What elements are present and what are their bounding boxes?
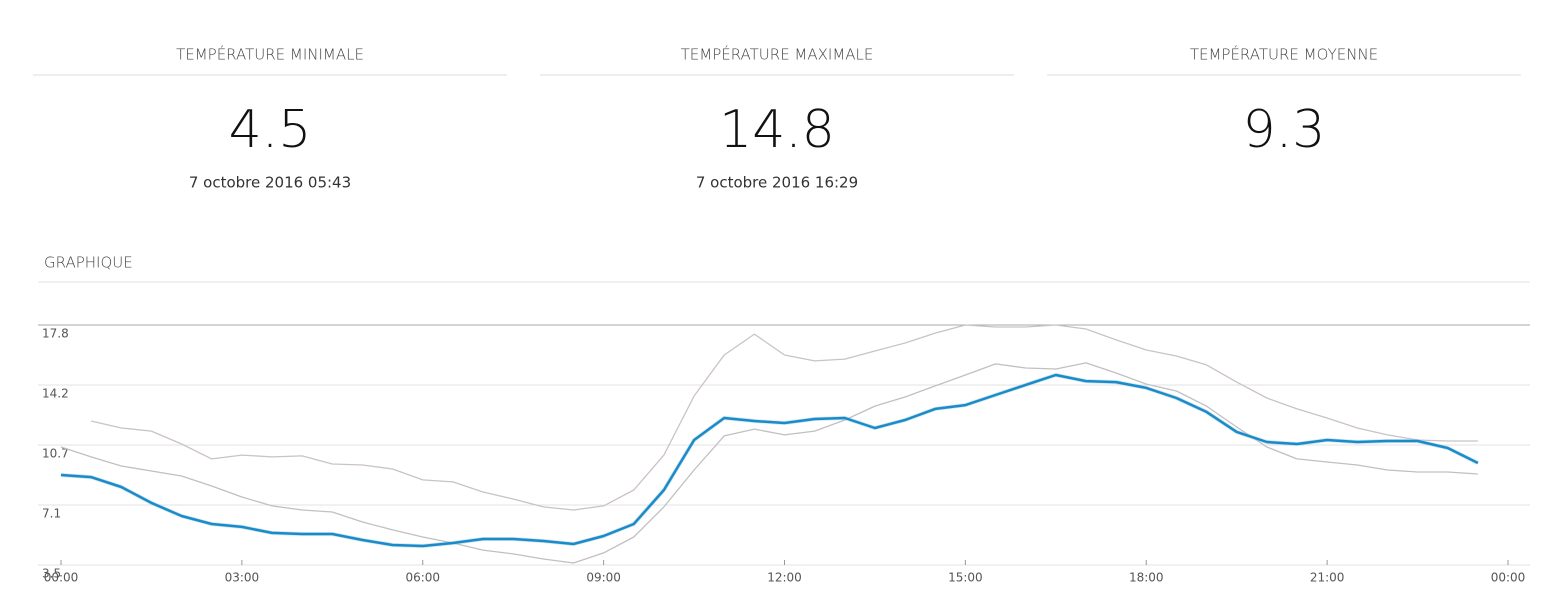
- card-date: 7 octobre 2016 16:29: [696, 174, 858, 192]
- chart: 3.5 7.1 10.7 14.2 17.8 00:00 03:00 06:00 09:00 12…: [38, 324, 1530, 585]
- card-date: 7 octobre 2016 05:43: [189, 174, 351, 192]
- x-tick-label: 06:00: [405, 571, 440, 585]
- x-tick-label: 18:00: [1129, 571, 1164, 585]
- x-tick-label: 12:00: [767, 571, 802, 585]
- card-title: TEMPÉRATURE MOYENNE: [1190, 45, 1378, 64]
- y-tick-label: 7.1: [42, 507, 61, 521]
- x-tick-label: 15:00: [948, 571, 983, 585]
- card-value: 4.5: [229, 100, 312, 160]
- y-tick-label: 3.5: [42, 567, 61, 581]
- line-shadow: [60, 372, 1479, 549]
- y-tick-label: 14.2: [42, 387, 69, 401]
- card-title: TEMPÉRATURE MAXIMALE: [681, 45, 874, 64]
- x-tick-label: 03:00: [225, 571, 260, 585]
- y-tick-label: 17.8: [42, 327, 69, 341]
- y-tick-label: 10.7: [42, 447, 69, 461]
- line: [60, 373, 1479, 548]
- x-tick-label: 21:00: [1310, 571, 1345, 585]
- x-tick-label: 09:00: [586, 571, 621, 585]
- line: [90, 324, 1478, 511]
- card-title: TEMPÉRATURE MINIMALE: [176, 45, 364, 64]
- card-value: 9.3: [1243, 100, 1326, 160]
- card-value: 14.8: [719, 100, 835, 160]
- x-tick-label: 00:00: [44, 571, 79, 585]
- section-title: GRAPHIQUE: [44, 254, 133, 272]
- line: [60, 362, 1478, 564]
- x-tick-label: 00:00: [1491, 571, 1526, 585]
